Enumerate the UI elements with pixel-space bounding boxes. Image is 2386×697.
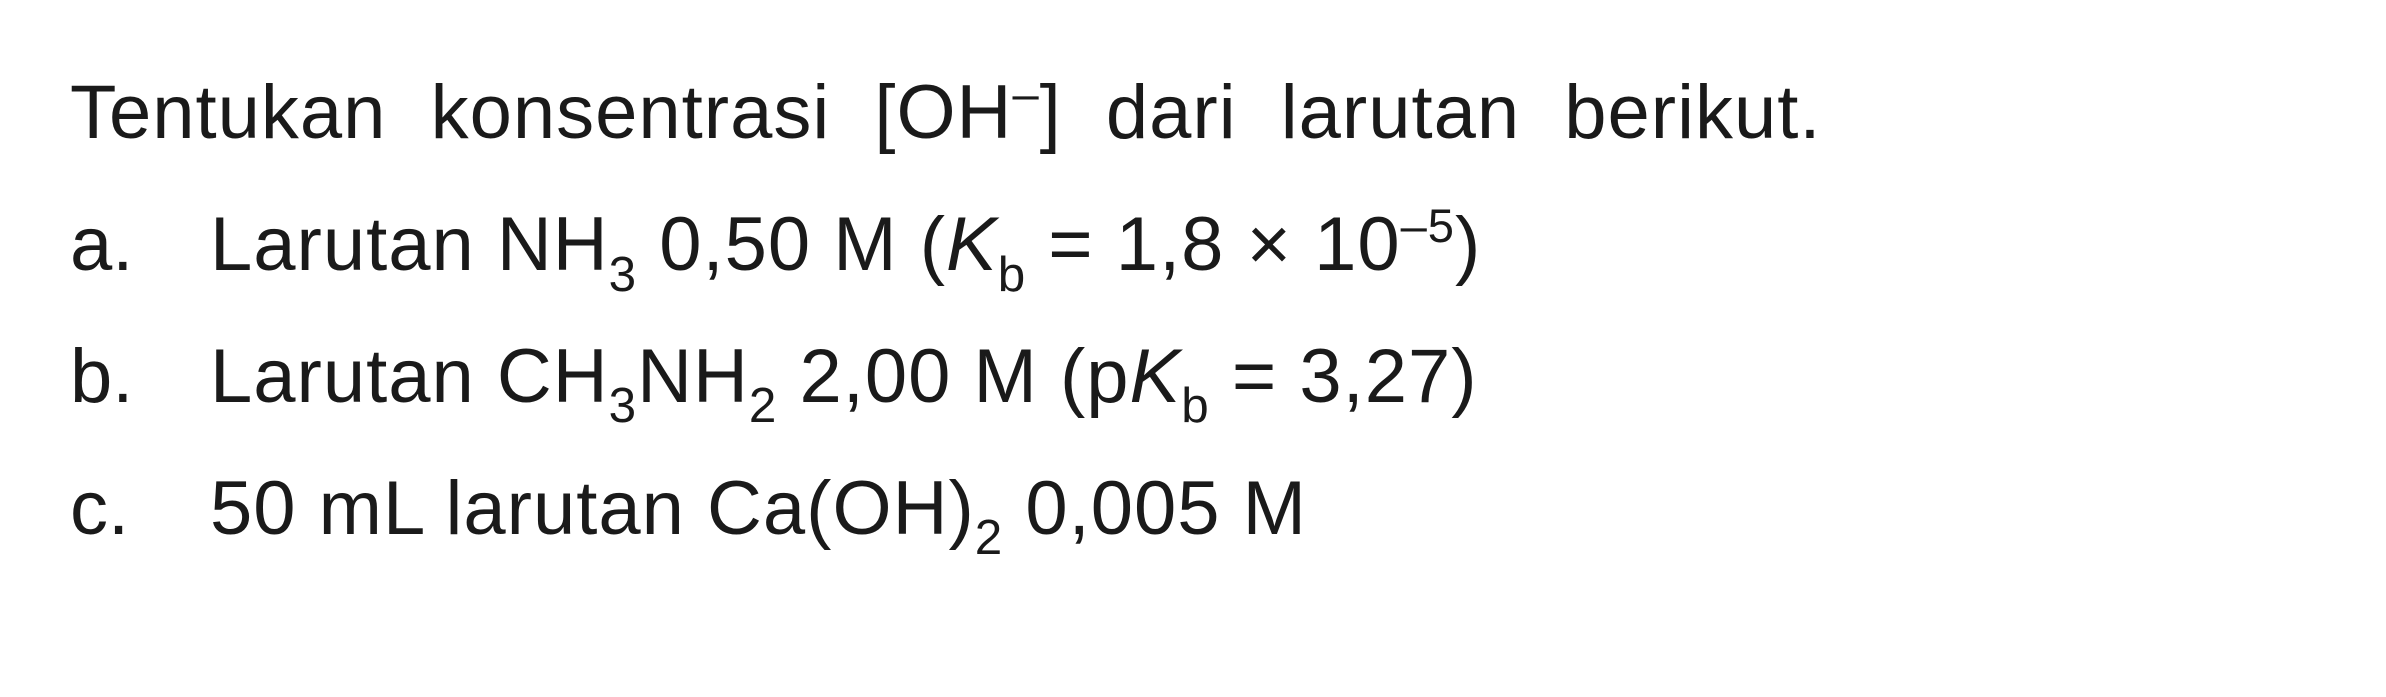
- list-item: c. 50 mL larutan Ca(OH)2 0,005 M: [70, 458, 2316, 568]
- bullet-c: c.: [70, 465, 210, 552]
- bullet-b: b.: [70, 333, 210, 420]
- intro-pre: Tentukan konsentrasi [OH: [70, 70, 1012, 155]
- intro-sup: –: [1012, 67, 1039, 120]
- item-b-content: Larutan CH3NH2 2,00 M (pKb = 3,27): [210, 326, 1478, 436]
- list-item: a. Larutan NH3 0,50 M (Kb = 1,8 × 10–5): [70, 194, 2316, 304]
- bullet-a: a.: [70, 201, 210, 288]
- item-c-content: 50 mL larutan Ca(OH)2 0,005 M: [210, 458, 1307, 568]
- intro-line: Tentukan konsentrasi [OH–] dari larutan …: [70, 60, 2316, 166]
- items-list: a. Larutan NH3 0,50 M (Kb = 1,8 × 10–5) …: [70, 194, 2316, 568]
- item-a-content: Larutan NH3 0,50 M (Kb = 1,8 × 10–5): [210, 194, 1481, 304]
- list-item: b. Larutan CH3NH2 2,00 M (pKb = 3,27): [70, 326, 2316, 436]
- intro-post: ] dari larutan berikut.: [1040, 70, 1822, 155]
